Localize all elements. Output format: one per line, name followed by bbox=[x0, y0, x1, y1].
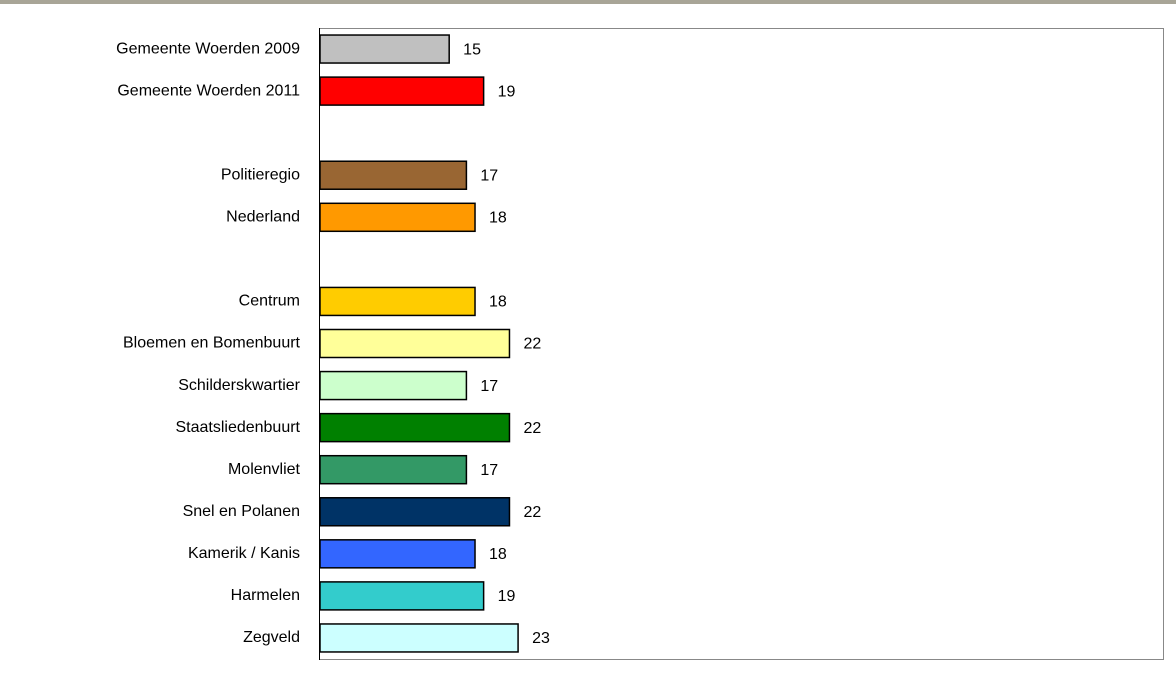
bar bbox=[319, 370, 468, 401]
category-label: Schilderskwartier bbox=[178, 377, 300, 394]
value-label: 19 bbox=[498, 83, 516, 100]
bar bbox=[319, 454, 468, 485]
bar bbox=[319, 539, 476, 569]
bar bbox=[319, 202, 476, 233]
bar bbox=[319, 623, 519, 653]
category-label: Harmelen bbox=[231, 587, 300, 604]
category-label: Bloemen en Bomenbuurt bbox=[123, 335, 301, 352]
value-label: 19 bbox=[498, 588, 516, 605]
category-label: Politieregio bbox=[221, 166, 300, 183]
value-label: 18 bbox=[489, 294, 507, 311]
value-label: 15 bbox=[463, 41, 481, 58]
category-label: Zegveld bbox=[243, 629, 300, 646]
category-label: Nederland bbox=[226, 209, 300, 226]
value-label: 17 bbox=[480, 378, 498, 395]
category-label: Gemeente Woerden 2011 bbox=[117, 82, 300, 99]
bar bbox=[319, 497, 511, 527]
category-label: Staatsliedenbuurt bbox=[175, 419, 300, 436]
bar bbox=[319, 160, 468, 190]
value-label: 22 bbox=[523, 504, 541, 521]
category-label: Snel en Polanen bbox=[183, 503, 300, 520]
bar bbox=[319, 286, 476, 317]
bar bbox=[319, 328, 511, 359]
category-label: Molenvliet bbox=[228, 461, 301, 478]
value-label: 22 bbox=[523, 336, 541, 353]
bar bbox=[319, 412, 511, 443]
bar bbox=[319, 34, 450, 64]
category-label: Centrum bbox=[239, 293, 300, 310]
value-label: 22 bbox=[523, 420, 541, 437]
category-label: Gemeente Woerden 2009 bbox=[116, 40, 300, 57]
value-label: 17 bbox=[480, 167, 498, 184]
category-label: Kamerik / Kanis bbox=[188, 545, 300, 562]
value-label: 23 bbox=[532, 630, 550, 647]
value-label: 18 bbox=[489, 546, 507, 563]
bar bbox=[319, 581, 485, 611]
value-label: 17 bbox=[480, 462, 498, 479]
value-label: 18 bbox=[489, 210, 507, 227]
bar bbox=[319, 76, 485, 106]
top-band bbox=[0, 0, 1176, 4]
